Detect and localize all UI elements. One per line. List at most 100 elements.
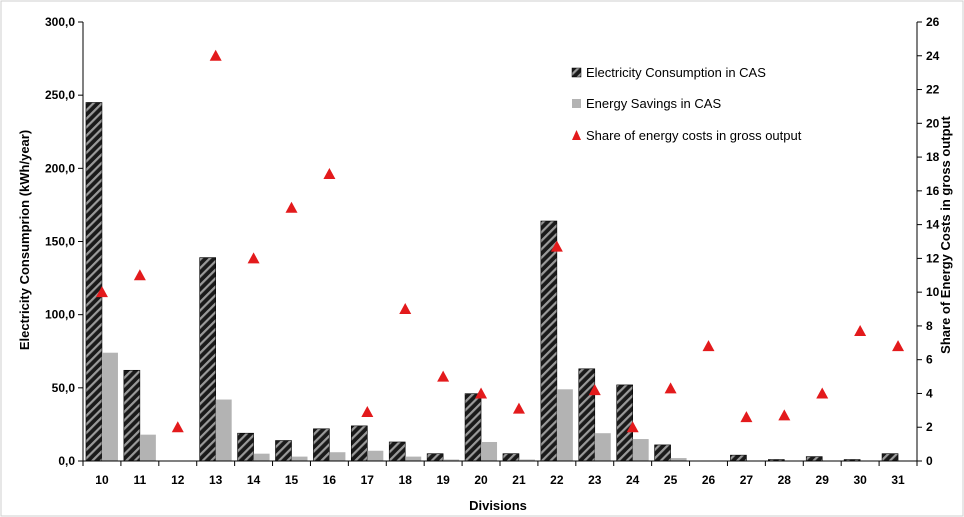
marker-energy-cost-share [512,402,525,414]
x-tick-label: 25 [664,473,678,487]
legend: Electricity Consumption in CAS Energy Sav… [571,65,802,143]
marker-energy-cost-share [475,387,488,399]
bar-energy-savings [594,433,611,461]
x-tick-label: 28 [778,473,792,487]
y2-tick-label: 6 [926,353,933,367]
y2-tick-label: 26 [926,15,940,29]
y2-tick-label: 20 [926,116,940,130]
bar-electricity-consumption [805,456,823,462]
bar-energy-savings [481,441,498,461]
x-axis-title: Divisions [469,498,527,513]
bar-electricity-consumption [199,257,216,462]
bar-electricity-consumption [616,384,633,462]
y2-tick-label: 0 [926,454,933,468]
x-tick-label: 17 [361,473,375,487]
x-tick-label: 15 [285,473,299,487]
y2-tick-label: 22 [926,83,940,97]
marker-energy-cost-share [285,201,298,213]
bar-energy-savings [253,453,270,461]
bar-energy-savings [215,399,232,461]
x-tick-label: 19 [436,473,450,487]
y2-tick-label: 18 [926,150,940,164]
marker-energy-cost-share [171,421,184,433]
marker-energy-cost-share [588,384,601,396]
marker-energy-cost-share [95,286,108,298]
legend-label-energy-cost-share: Share of energy costs in gross output [586,128,802,143]
bar-electricity-consumption [123,369,141,462]
y2-tick-label: 14 [926,218,940,232]
marker-energy-cost-share [778,409,791,421]
x-tick-label: 10 [95,473,109,487]
bar-electricity-consumption [237,432,254,462]
bar-energy-savings [670,458,687,461]
x-tick-label: 30 [853,473,867,487]
y2-tick-label: 12 [926,251,940,265]
bar-electricity-consumption [313,428,330,462]
marker-energy-cost-share [399,303,412,315]
bar-electricity-consumption [464,393,482,462]
x-tick-label: 20 [474,473,488,487]
x-tick-label: 23 [588,473,602,487]
y2-tick-label: 4 [926,386,933,400]
x-tick-label: 16 [323,473,337,487]
y-tick-label: 50,0 [52,381,76,395]
marker-energy-cost-share [550,240,563,252]
marker-energy-cost-share [816,387,829,399]
axes: 0,050,0100,0150,0200,0250,0300,002468101… [45,15,940,487]
bar-energy-savings [518,459,535,461]
bar-electricity-consumption [578,368,596,462]
x-tick-label: 29 [816,473,830,487]
legend-marker-energy-cost-share [572,130,581,140]
bar-energy-savings [632,439,649,461]
y-tick-label: 0,0 [58,454,75,468]
bar-energy-savings [139,434,156,461]
x-tick-label: 27 [740,473,754,487]
marker-energy-cost-share [740,411,753,423]
x-tick-label: 26 [702,473,716,487]
bar-electricity-consumption [388,441,406,462]
y2-tick-label: 8 [926,319,933,333]
y-axis-title: Electricity Consumprion (kWh/year) [17,130,32,350]
legend-label-electricity-consumption: Electricity Consumption in CAS [586,65,766,80]
bar-electricity-consumption [881,453,899,462]
marker-energy-cost-share [209,49,222,61]
bar-electricity-consumption [730,454,747,462]
y2-tick-label: 24 [926,49,940,63]
x-tick-label: 18 [399,473,413,487]
x-tick-label: 13 [209,473,223,487]
x-tick-label: 14 [247,473,261,487]
bar-energy-savings [367,450,384,461]
x-tick-label: 21 [512,473,526,487]
bar-electricity-consumption [502,453,520,462]
x-tick-label: 11 [134,473,147,487]
bar-energy-savings [443,459,460,461]
bar-electricity-consumption [654,444,671,462]
y-tick-label: 200,0 [45,161,75,175]
y2-tick-label: 2 [926,420,933,434]
bar-electricity-consumption [85,102,103,462]
bar-energy-savings [329,452,346,461]
y2-tick-label: 10 [926,285,940,299]
y-tick-label: 150,0 [45,235,75,249]
marker-energy-cost-share [854,324,867,336]
marker-energy-cost-share [664,382,677,394]
y-tick-label: 300,0 [45,15,75,29]
y2-axis-title: Share of Energy Costs in gross output [938,116,953,354]
x-tick-label: 12 [171,473,185,487]
bar-electricity-consumption [540,220,558,462]
bar-energy-savings [291,456,308,461]
bar-electricity-consumption [351,425,368,462]
marker-energy-cost-share [361,406,374,418]
marker-energy-cost-share [702,340,715,352]
bar-energy-savings [101,352,118,461]
x-tick-label: 22 [550,473,564,487]
legend-swatch-energy-savings [572,99,581,108]
x-tick-label: 24 [626,473,640,487]
x-tick-label: 31 [891,473,905,487]
y-tick-label: 100,0 [45,308,75,322]
legend-label-energy-savings: Energy Savings in CAS [586,96,721,111]
y2-tick-label: 16 [926,184,940,198]
